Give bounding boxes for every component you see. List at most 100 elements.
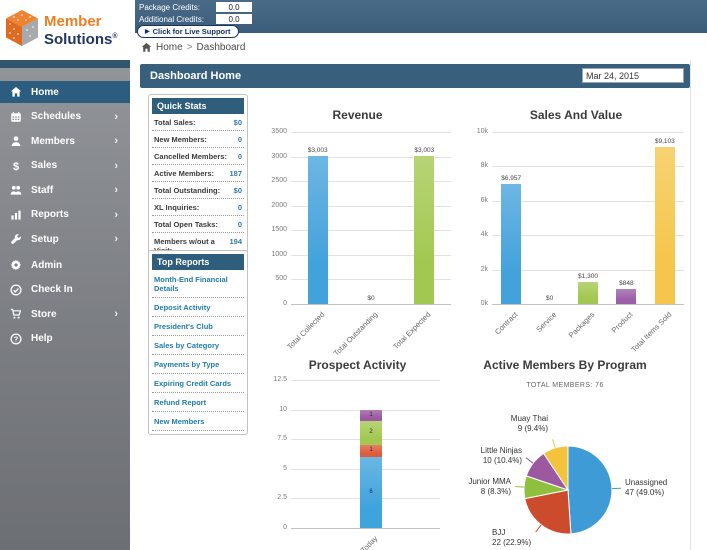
chart-title: Active Members By Program [483, 358, 647, 372]
report-link-sales-by-category[interactable]: Sales by Category [152, 336, 244, 355]
chevron-right-icon: › [114, 159, 118, 172]
cart-icon [10, 308, 22, 320]
sidebar-item-label: Members [31, 135, 75, 147]
sidebar-item-label: Check In [31, 284, 73, 295]
pie-label-bjj: BJJ 22 (22.9%) [492, 528, 531, 547]
pie-label-value: 10 (10.4%) [482, 455, 522, 465]
breadcrumb: Home > Dashboard [141, 42, 245, 53]
gridline [291, 279, 451, 281]
quick-stat-row: Total Open Tasks: 0 [152, 216, 244, 233]
gridline [492, 269, 684, 271]
gridline [492, 200, 684, 202]
chevron-right-icon: › [114, 208, 118, 221]
pie-label-unassigned: Unassigned 47 (49.0%) [625, 478, 667, 497]
package-credits-label: Package Credits: [139, 3, 200, 12]
y-axis-tick: 0 [283, 300, 287, 307]
report-link-payments-by-type[interactable]: Payments by Type [152, 355, 244, 374]
bar-contract[interactable] [501, 184, 522, 304]
pie-label-muay-thai: Muay Thai 9 (9.4%) [511, 414, 548, 433]
sidebar-item-members[interactable]: Members › [0, 130, 130, 152]
sidebar-item-sales[interactable]: $ Sales › [0, 155, 130, 177]
stack-segment-3[interactable] [360, 409, 382, 422]
gridline [291, 132, 451, 133]
bar-total-items-sold[interactable] [654, 147, 675, 304]
staff-icon [10, 184, 22, 196]
quick-stat-value: 0 [237, 152, 242, 161]
package-credits-input[interactable] [216, 2, 252, 12]
sidebar-item-reports[interactable]: Reports › [0, 204, 130, 226]
chevron-right-icon: › [114, 135, 118, 147]
prospect-activity-chart: Prospect Activity 0 2.5 5 7.5 10 12.5 6 1 2 1 Today [255, 356, 460, 550]
pie-callout-line [535, 524, 542, 533]
logo-line1: Member [44, 12, 102, 30]
report-link-expiring-credit-cards[interactable]: Expiring Credit Cards [152, 374, 244, 393]
wrench-icon [10, 233, 22, 245]
gear-icon [10, 259, 22, 271]
date-input[interactable] [582, 68, 684, 83]
y-axis-tick: 0 [283, 524, 287, 531]
gridline [291, 205, 451, 207]
quick-stat-value: 0 [237, 203, 242, 212]
quick-stat-row: Total Outstanding: $0 [152, 182, 244, 199]
report-link-refund-report[interactable]: Refund Report [152, 393, 244, 412]
sidebar-item-staff[interactable]: Staff › [0, 179, 130, 201]
stack-segment-0[interactable] [360, 457, 382, 528]
y-axis-tick: 3500 [271, 128, 287, 135]
report-link-month-end-financial-details[interactable]: Month-End Financial Details [152, 270, 244, 298]
pie-slice-muay-thai[interactable] [542, 445, 569, 492]
gridline [291, 528, 451, 529]
quick-stat-value: 0 [237, 135, 242, 144]
bar-total-expected[interactable] [414, 156, 435, 304]
pie-label-name: Junior MMA [468, 477, 511, 486]
quick-stat-label: Cancelled Members: [154, 152, 227, 161]
play-icon: ▶ [145, 29, 150, 35]
sidebar-item-schedules[interactable]: Schedules › [0, 106, 130, 128]
pie-label-value: 22 (22.9%) [492, 537, 532, 547]
pie-slice-unassigned[interactable] [567, 445, 613, 535]
chart-subtitle: TOTAL MEMBERS: 76 [526, 382, 604, 389]
sidebar-item-label: Setup [31, 233, 59, 245]
x-axis-label: Total Collected [284, 310, 327, 352]
pie-label-name: BJJ [492, 528, 506, 537]
bar-value-label: $3,003 [307, 147, 328, 155]
sidebar-item-admin[interactable]: Admin [0, 254, 130, 276]
sidebar-item-label: Help [31, 333, 53, 344]
quick-stat-value: 187 [229, 169, 242, 178]
breadcrumb-home[interactable]: Home [156, 42, 183, 53]
quick-stat-value: 194 [229, 237, 242, 246]
help-icon: ? [10, 332, 22, 345]
logo-line2: Solutions® [44, 30, 118, 48]
sidebar-item-check-in[interactable]: Check In [0, 279, 130, 301]
bar-packages[interactable] [578, 281, 598, 304]
x-axis-label: Total Expected [391, 310, 433, 352]
breadcrumb-separator: > [186, 42, 193, 53]
sidebar-item-home[interactable]: Home [0, 81, 130, 103]
pie-callout-line [552, 439, 556, 449]
segment-value-label: 1 [369, 447, 373, 453]
quick-stat-row: Total Sales: $0 [152, 114, 244, 131]
segment-value-label: 1 [369, 411, 373, 418]
sidebar-item-store[interactable]: Store › [0, 303, 130, 325]
live-support-button[interactable]: ▶ Click for Live Support [137, 25, 239, 38]
quick-stat-row: Active Members: 187 [152, 165, 244, 182]
y-axis-tick: 1000 [271, 250, 287, 258]
chevron-right-icon: › [114, 308, 118, 320]
chart-title: Sales And Value [529, 108, 623, 122]
bar-product[interactable] [616, 289, 637, 304]
bar-total-collected[interactable] [307, 156, 328, 304]
y-axis-tick: 2000 [271, 201, 287, 209]
report-link-deposit-activity[interactable]: Deposit Activity [152, 298, 244, 317]
bar-value-label: $0 [545, 295, 554, 302]
report-link-new-members[interactable]: New Members [152, 412, 244, 431]
stack-segment-1[interactable] [360, 445, 382, 457]
page-title: Dashboard Home [150, 70, 242, 82]
sidebar-item-help[interactable]: ? Help [0, 328, 130, 350]
report-link-president-s-club[interactable]: President's Club [152, 317, 244, 336]
gridline [492, 304, 684, 305]
logo[interactable]: Member Solutions® [0, 0, 135, 60]
additional-credits-input[interactable] [216, 14, 252, 24]
y-axis-tick: 10k [476, 128, 488, 135]
stack-segment-2[interactable] [360, 421, 382, 446]
sidebar-item-setup[interactable]: Setup › [0, 228, 130, 250]
quick-stats-header: Quick Stats [152, 98, 244, 114]
